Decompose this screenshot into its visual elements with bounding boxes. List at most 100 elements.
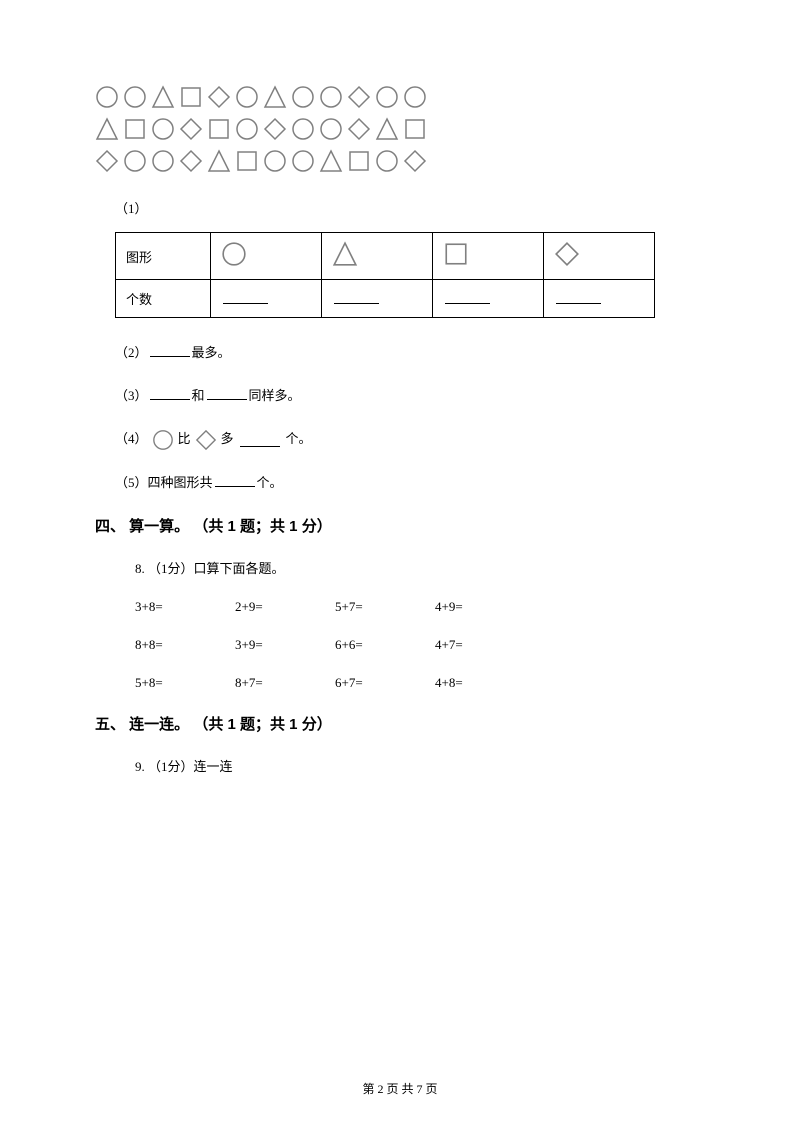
arithmetic-problem: 6+7=: [335, 675, 435, 691]
triangle-icon: [207, 149, 231, 173]
square-icon: [123, 117, 147, 141]
circle-icon: [152, 429, 174, 451]
arithmetic-problem: 3+8=: [135, 599, 235, 615]
diamond-icon: [195, 429, 217, 451]
document-page: （1） 图形 个数 （2）最多。 （3）和同: [0, 0, 800, 837]
q1-label: （1）: [95, 198, 705, 217]
table-cell-blank: [433, 280, 544, 318]
diamond-icon: [207, 85, 231, 109]
q3-suffix: 同样多。: [249, 388, 301, 403]
blank-field[interactable]: [150, 343, 190, 357]
circle-icon: [291, 85, 315, 109]
table-header-count: 个数: [116, 280, 211, 318]
circle-icon: [151, 149, 175, 173]
diamond-icon: [179, 117, 203, 141]
circle-icon: [375, 85, 399, 109]
question-3: （3） 和 同样多。: [95, 386, 705, 407]
table-cell-diamond: [544, 233, 655, 280]
circle-icon: [221, 241, 247, 267]
question-4: （4） 比 多 个。: [95, 429, 705, 451]
triangle-icon: [151, 85, 175, 109]
shape-row: [95, 85, 705, 109]
question-9-intro: 9. （1分）连一连: [95, 756, 705, 775]
circle-icon: [151, 117, 175, 141]
q4-prefix: （4）: [115, 429, 148, 450]
arithmetic-row: 8+8=3+9=6+6=4+7=: [95, 637, 705, 653]
q3-mid: 和: [192, 388, 205, 403]
shape-count-table: 图形 个数: [115, 232, 655, 318]
arithmetic-row: 3+8=2+9=5+7=4+9=: [95, 599, 705, 615]
triangle-icon: [95, 117, 119, 141]
diamond-icon: [95, 149, 119, 173]
q4-mid2: 多: [221, 429, 234, 450]
arithmetic-problem: 4+8=: [435, 675, 535, 691]
blank-field[interactable]: [150, 386, 190, 400]
table-row: 图形: [116, 233, 655, 280]
shape-row: [95, 117, 705, 141]
circle-icon: [123, 85, 147, 109]
circle-icon: [375, 149, 399, 173]
shape-row: [95, 149, 705, 173]
table-row: 个数: [116, 280, 655, 318]
table-cell-blank: [211, 280, 322, 318]
square-icon: [347, 149, 371, 173]
circle-icon: [123, 149, 147, 173]
arithmetic-table: 3+8=2+9=5+7=4+9= 8+8=3+9=6+6=4+7= 5+8=8+7=…: [95, 599, 705, 691]
square-icon: [179, 85, 203, 109]
blank-field[interactable]: [207, 386, 247, 400]
circle-icon: [403, 85, 427, 109]
arithmetic-problem: 3+9=: [235, 637, 335, 653]
q2-prefix: （2）: [115, 345, 148, 360]
circle-icon: [319, 117, 343, 141]
triangle-icon: [263, 85, 287, 109]
square-icon: [443, 241, 469, 267]
triangle-icon: [332, 241, 358, 267]
question-5: （5）四种图形共 个。: [95, 473, 705, 494]
circle-icon: [95, 85, 119, 109]
diamond-icon: [263, 117, 287, 141]
q4-mid1: 比: [178, 429, 191, 450]
circle-icon: [291, 117, 315, 141]
table-cell-blank: [322, 280, 433, 318]
triangle-icon: [319, 149, 343, 173]
circle-icon: [319, 85, 343, 109]
shapes-display: [95, 85, 705, 173]
diamond-icon: [179, 149, 203, 173]
arithmetic-problem: 5+8=: [135, 675, 235, 691]
table-cell-circle: [211, 233, 322, 280]
section-5-heading: 五、 连一连。 （共 1 题；共 1 分）: [95, 713, 705, 734]
arithmetic-problem: 8+7=: [235, 675, 335, 691]
diamond-icon: [554, 241, 580, 267]
question-8-intro: 8. （1分）口算下面各题。: [95, 558, 705, 577]
q5-suffix: 个。: [257, 475, 283, 490]
circle-icon: [263, 149, 287, 173]
table-cell-blank: [544, 280, 655, 318]
q2-suffix: 最多。: [192, 345, 231, 360]
diamond-icon: [403, 149, 427, 173]
question-2: （2） 最多。: [95, 343, 705, 364]
square-icon: [403, 117, 427, 141]
circle-icon: [235, 85, 259, 109]
table-header-shape: 图形: [116, 233, 211, 280]
arithmetic-problem: 4+7=: [435, 637, 535, 653]
arithmetic-problem: 5+7=: [335, 599, 435, 615]
page-footer: 第 2 页 共 7 页: [0, 1080, 800, 1097]
table-cell-square: [433, 233, 544, 280]
diamond-icon: [347, 117, 371, 141]
arithmetic-problem: 2+9=: [235, 599, 335, 615]
q5-prefix: （5）四种图形共: [115, 475, 213, 490]
triangle-icon: [375, 117, 399, 141]
q3-prefix: （3）: [115, 388, 148, 403]
arithmetic-row: 5+8=8+7=6+7=4+8=: [95, 675, 705, 691]
square-icon: [235, 149, 259, 173]
blank-field[interactable]: [215, 473, 255, 487]
arithmetic-problem: 6+6=: [335, 637, 435, 653]
arithmetic-problem: 4+9=: [435, 599, 535, 615]
circle-icon: [235, 117, 259, 141]
q4-suffix: 个。: [286, 429, 312, 450]
square-icon: [207, 117, 231, 141]
circle-icon: [291, 149, 315, 173]
table-cell-triangle: [322, 233, 433, 280]
section-4-heading: 四、 算一算。 （共 1 题；共 1 分）: [95, 515, 705, 536]
blank-field[interactable]: [240, 433, 280, 447]
